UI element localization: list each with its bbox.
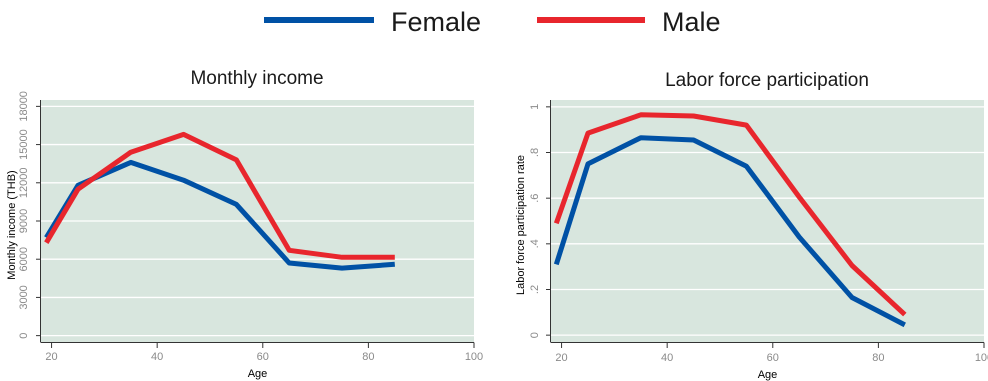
participation-x-tick-label: 80: [872, 352, 884, 364]
income-y-tick-label: 9000: [18, 209, 30, 233]
income-x-tick-label: 60: [257, 351, 269, 363]
income-y-tick-label: 0: [18, 333, 30, 339]
participation-y-tick-label: .4: [529, 239, 541, 248]
income-x-tick-label: 100: [465, 351, 483, 363]
participation-title: Labor force participation: [665, 70, 869, 91]
participation-x-tick-label: 100: [975, 352, 988, 364]
income-y-tick-label: 6000: [18, 247, 30, 271]
participation-series-line-female: [553, 135, 906, 328]
income-y-tick-label: 15000: [18, 129, 30, 160]
income-x-tick-label: 40: [151, 351, 163, 363]
participation-y-tick-label: .6: [529, 194, 541, 203]
income-x-tick-label: 80: [362, 351, 374, 363]
legend-label-female: Female: [391, 7, 481, 37]
income-x-tick-label: 20: [45, 351, 57, 363]
income-y-tick-label: 12000: [18, 167, 30, 198]
income-series-line-male: [44, 131, 395, 260]
income-y-tick-label: 18000: [18, 91, 30, 122]
legend: Female Male: [264, 7, 721, 37]
participation-x-tick-label: 40: [661, 352, 673, 364]
participation-panel: 0 .2 .4 .6 .8 1 20 40 60 80 100 Labor force partici…: [515, 70, 988, 381]
participation-series-line-male: [553, 112, 907, 317]
participation-y-tick-label: 0: [529, 332, 541, 338]
participation-plot-area: [551, 100, 984, 342]
participation-y-tick-label: .8: [529, 148, 541, 157]
participation-x-axis-title: Age: [758, 369, 778, 381]
participation-x-tick-label: 60: [767, 352, 779, 364]
participation-y-tick-label: .2: [529, 285, 541, 294]
income-y-tick-label: 3000: [18, 285, 30, 309]
income-y-axis-title: Monthly income (THB): [6, 170, 18, 279]
income-panel: 0 3000 6000 9000 12000 15000 18000 20 40 60 80 100 M…: [6, 68, 483, 380]
income-x-axis-title: Age: [248, 368, 268, 380]
legend-label-male: Male: [662, 7, 721, 37]
participation-y-axis-title: Labor force participation rate: [515, 155, 527, 295]
participation-y-tick-label: 1: [529, 104, 541, 110]
participation-x-tick-label: 20: [555, 352, 567, 364]
income-title: Monthly income: [190, 68, 323, 89]
